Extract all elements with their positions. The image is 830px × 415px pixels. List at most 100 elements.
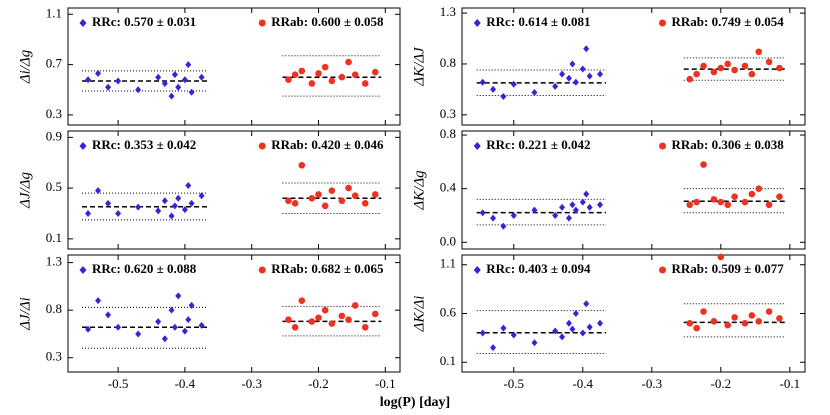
point <box>531 88 538 96</box>
point <box>95 187 102 195</box>
point <box>361 323 369 331</box>
point <box>686 319 694 327</box>
point <box>700 161 707 168</box>
point <box>115 77 122 85</box>
point <box>351 192 359 200</box>
x-axis-label: log(P) [day] <box>380 395 450 410</box>
point <box>171 71 178 79</box>
point <box>724 201 732 209</box>
y-tick-label: 0.0 <box>440 233 456 248</box>
y-axis-label: ΔK/ΔJ <box>411 46 427 87</box>
point <box>371 191 379 198</box>
point <box>717 64 725 72</box>
point <box>328 320 336 327</box>
point <box>586 323 593 331</box>
point <box>565 214 572 222</box>
y-tick-label: 0.8 <box>440 126 456 141</box>
panel-frame <box>461 130 806 250</box>
legend-marker <box>659 19 667 27</box>
y-tick-label: 0.1 <box>46 230 62 245</box>
point <box>175 83 182 91</box>
point <box>175 194 182 202</box>
point <box>171 323 178 331</box>
point <box>315 314 322 322</box>
point <box>700 308 707 315</box>
point <box>115 209 122 217</box>
y-axis-label: ΔJ/Δi <box>17 297 33 331</box>
point <box>105 199 112 207</box>
point <box>579 329 586 337</box>
point <box>198 73 205 81</box>
point <box>95 69 102 77</box>
point <box>188 88 195 96</box>
point <box>168 212 175 220</box>
point <box>531 206 538 214</box>
point <box>315 191 322 198</box>
point <box>338 312 346 320</box>
point <box>693 70 700 78</box>
point <box>171 202 178 210</box>
point <box>298 297 306 304</box>
point <box>490 214 497 222</box>
legend-label: RRab: 0.749 ± 0.054 <box>672 14 785 29</box>
point <box>155 318 162 326</box>
point <box>755 48 763 56</box>
panel-frame <box>67 254 401 373</box>
legend-label: RRc: 0.221 ± 0.042 <box>486 137 590 152</box>
legend-label: RRc: 0.620 ± 0.088 <box>92 261 197 276</box>
point <box>741 319 749 327</box>
point <box>185 182 192 190</box>
point <box>161 197 168 205</box>
point <box>552 82 559 90</box>
point <box>583 45 590 53</box>
y-tick-label: 0.9 <box>46 128 62 143</box>
point <box>479 209 486 217</box>
point <box>308 80 316 87</box>
y-tick-label: 1.1 <box>46 5 62 20</box>
legend-marker <box>258 142 266 150</box>
x-tick-label: -0.5 <box>503 376 524 391</box>
point <box>559 70 566 78</box>
point <box>181 76 188 84</box>
legend-marker <box>473 142 481 150</box>
point <box>586 203 593 211</box>
panel-frame <box>67 130 401 250</box>
point <box>168 306 175 314</box>
legend-label: RRab: 0.509 ± 0.077 <box>672 261 785 276</box>
point <box>188 301 195 309</box>
point <box>559 203 566 211</box>
point <box>500 93 507 101</box>
point <box>338 197 346 205</box>
y-tick-label: 0.8 <box>46 301 62 316</box>
point <box>693 198 700 206</box>
point <box>345 316 352 323</box>
point <box>490 344 497 352</box>
point <box>351 71 359 78</box>
point <box>510 331 517 339</box>
point <box>345 184 352 192</box>
point <box>285 197 292 205</box>
point <box>479 329 486 337</box>
point <box>579 198 586 206</box>
y-tick-label: 0.1 <box>440 353 456 368</box>
legend-label: RRc: 0.614 ± 0.081 <box>486 14 590 29</box>
y-tick-label: 0.3 <box>46 106 62 121</box>
legend-marker <box>258 266 266 274</box>
point <box>298 161 306 169</box>
point <box>181 327 188 335</box>
legend-marker <box>79 19 87 27</box>
point <box>308 194 316 202</box>
point <box>361 200 369 207</box>
point <box>765 308 773 315</box>
point <box>371 310 379 318</box>
panel-frame <box>461 7 806 126</box>
x-tick-label: -0.4 <box>175 376 196 391</box>
y-tick-label: 1.1 <box>440 256 456 271</box>
y-axis-label: ΔJ/Δg <box>17 172 33 209</box>
legend-label: RRc: 0.570 ± 0.031 <box>92 14 196 29</box>
legend-marker <box>258 19 266 27</box>
point <box>748 312 756 319</box>
point <box>135 203 142 211</box>
point <box>583 190 590 198</box>
point <box>552 327 559 335</box>
